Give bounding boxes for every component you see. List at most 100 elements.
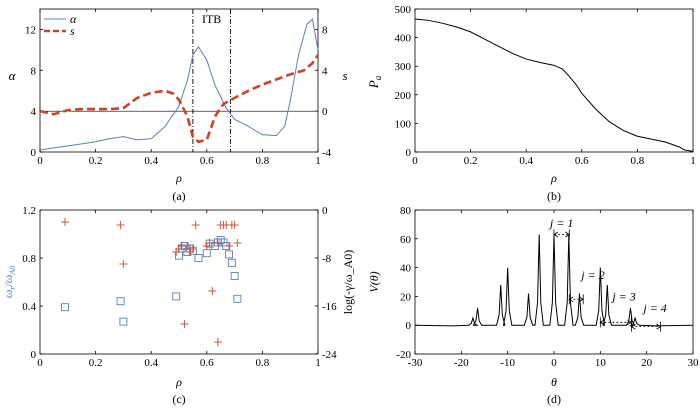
omega-marker — [225, 250, 233, 259]
y-tick-label: 400 — [395, 33, 412, 45]
omega-marker — [233, 294, 242, 303]
x-tick-label: -10 — [500, 357, 515, 369]
j-label: j = 4 — [641, 301, 666, 315]
x-tick-label: 0.6 — [200, 155, 214, 167]
y-tick-label: 0 — [406, 147, 412, 159]
x-tick-label: 0 — [37, 357, 43, 369]
j-label: j = 3 — [610, 289, 635, 303]
s-series-line — [39, 54, 320, 144]
y-tick-label: 200 — [395, 90, 412, 102]
omega-marker — [119, 317, 128, 326]
y-tick-label: 500 — [395, 4, 412, 16]
x-tick-label: 20 — [641, 357, 653, 369]
omega-marker — [202, 249, 211, 258]
x-tick-label: 0.6 — [200, 357, 214, 369]
gamma-marker — [213, 338, 222, 346]
x-tick-label: 0 — [412, 155, 418, 167]
y-axis-label: V(θ) — [367, 271, 381, 292]
y-tick-label: 0.8 — [22, 253, 36, 265]
y-tick-label: 12 — [25, 24, 36, 36]
y-tick-label: 0 — [31, 147, 37, 159]
x-axis-label: θ — [551, 375, 557, 389]
j-label: j = 2 — [579, 268, 604, 282]
y-tick-label: 4 — [322, 65, 328, 77]
y-tick-label: -4 — [322, 147, 332, 159]
y-tick-label: 20 — [400, 291, 412, 303]
alpha-series-line — [39, 18, 319, 151]
y-tick-label: 40 — [400, 263, 412, 275]
x-tick-label: -20 — [454, 357, 469, 369]
panel-c: 0 0.2 0.4 0.6 0.8 1 0 0.4 0.8 1.2 -24 -16 -8 0 ρ ωr/ωA0… — [1, 205, 355, 406]
y-tick-label: 100 — [395, 118, 412, 130]
itb-label: ITB — [202, 12, 221, 26]
y-tick-label: 300 — [395, 61, 412, 73]
y-tick-label: 4 — [31, 106, 37, 118]
omega-marker — [116, 297, 125, 306]
plot-frame — [39, 8, 319, 153]
x-tick-label: 0.4 — [519, 155, 533, 167]
x-tick-label: 0.8 — [631, 155, 645, 167]
x-tick-label: 0.8 — [256, 357, 270, 369]
y-tick-label: 0.4 — [22, 301, 36, 313]
gamma-marker — [119, 260, 128, 268]
x-tick-label: 0 — [37, 155, 43, 167]
x-tick-label: 0.2 — [89, 357, 103, 369]
y-tick-label: -20 — [396, 349, 411, 361]
y-axis-label-right: s — [342, 68, 347, 83]
omega-marker — [227, 258, 236, 267]
x-tick-label: 0.2 — [89, 155, 103, 167]
y-tick-label: 8 — [31, 65, 37, 77]
gamma-marker — [183, 242, 192, 250]
y-tick-label: 8 — [322, 24, 328, 36]
x-tick-label: 30 — [688, 357, 700, 369]
gamma-marker — [180, 320, 189, 328]
omega-marker — [230, 272, 239, 280]
x-tick-label: 10 — [595, 357, 607, 369]
y-axis-label: Pa — [366, 75, 383, 89]
gamma-marker — [116, 221, 125, 229]
gamma-marker — [61, 218, 70, 226]
x-tick-label: 0.8 — [256, 155, 270, 167]
plot-frame — [39, 209, 319, 355]
omega-marker — [172, 292, 181, 301]
x-axis-label: ρ — [175, 171, 182, 185]
x-tick-label: 1 — [690, 155, 696, 167]
gamma-marker — [191, 221, 200, 229]
pa-series-line — [414, 18, 694, 152]
legend-label: α — [70, 12, 77, 26]
gamma-marker — [188, 245, 197, 253]
panel-label: (c) — [172, 392, 185, 406]
x-axis-label: ρ — [550, 171, 557, 185]
gamma-marker — [225, 242, 234, 250]
panel-b: 0 0.2 0.4 0.6 0.8 1 0 100 200 300 400 500 ρ Pa (b) — [366, 4, 696, 203]
panel-label: (d) — [547, 392, 561, 406]
gamma-marker — [233, 239, 242, 247]
x-tick-label: 0.2 — [464, 155, 478, 167]
y-tick-label: 0 — [31, 349, 37, 361]
j-label: j = 1 — [548, 216, 573, 230]
omega-marker — [61, 303, 69, 312]
y-axis-label-right: log(-γ/ω_A0) — [341, 250, 355, 315]
gamma-marker — [205, 239, 214, 247]
y-axis-label-left: α — [9, 68, 17, 83]
gamma-marker — [208, 287, 217, 295]
plot-frame — [414, 8, 694, 153]
x-axis-label: ρ — [175, 375, 182, 389]
y-tick-label: 60 — [400, 234, 412, 246]
x-tick-label: 0.4 — [144, 155, 158, 167]
gamma-marker — [230, 221, 239, 229]
panel-label: (a) — [172, 189, 185, 203]
x-tick-label: 1 — [315, 357, 321, 369]
legend-label: s — [70, 24, 75, 38]
x-tick-label: 0 — [551, 357, 557, 369]
x-tick-label: 0.4 — [144, 357, 158, 369]
y-axis-label-left: ωr/ωA0 — [1, 266, 17, 298]
gamma-marker — [213, 239, 222, 247]
y-tick-label: -16 — [322, 301, 337, 313]
panel-label: (b) — [547, 189, 561, 203]
y-tick-label: 1.2 — [22, 205, 36, 217]
x-tick-label: 1 — [315, 155, 321, 167]
